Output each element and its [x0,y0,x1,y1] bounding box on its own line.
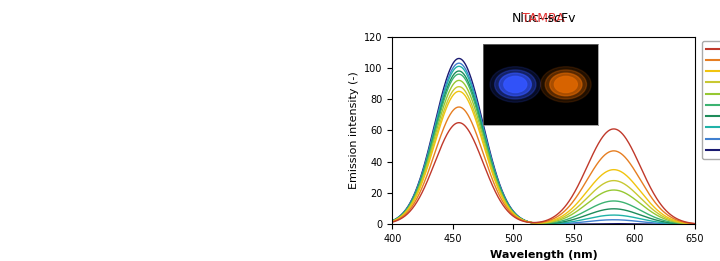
X-axis label: Wavelength (nm): Wavelength (nm) [490,250,598,260]
Text: -scFv: -scFv [544,12,576,25]
Text: Nluc-: Nluc- [511,12,544,25]
Y-axis label: Emission intensity (-): Emission intensity (-) [348,72,359,189]
Legend: 1000 nM, 300 nM, 100 nM, 80 nM, 60 nM, 40 nM, 20 nM, 10 nM, 3 nM, 0 nM: 1000 nM, 300 nM, 100 nM, 80 nM, 60 nM, 4… [702,41,720,159]
Text: TAMRA: TAMRA [522,12,565,25]
